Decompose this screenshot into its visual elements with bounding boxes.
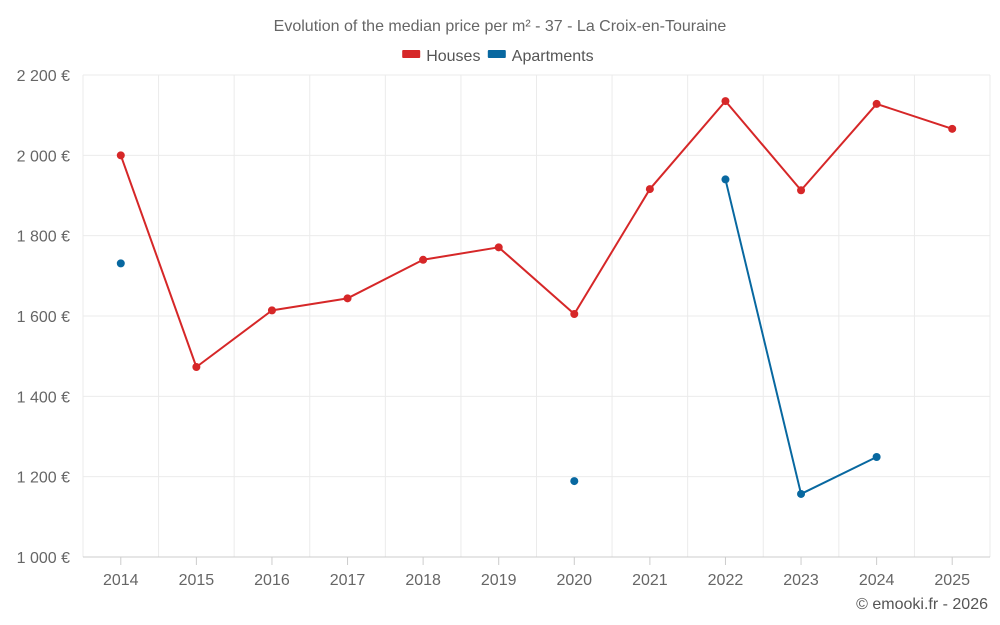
x-tick-label: 2017	[330, 572, 366, 589]
legend: Houses Apartments	[402, 48, 594, 65]
data-point[interactable]	[645, 185, 654, 194]
data-point[interactable]	[570, 309, 579, 318]
data-point[interactable]	[948, 124, 957, 133]
data-point[interactable]	[192, 363, 201, 372]
data-point[interactable]	[343, 294, 352, 303]
series-line-segment	[648, 100, 727, 191]
legend-swatch	[402, 50, 421, 58]
series-line-segment	[724, 178, 803, 495]
x-tick-label: 2020	[556, 572, 592, 589]
y-tick-label: 1 200 €	[17, 470, 70, 487]
axes: 1 000 € 1 200 € 1 400 € 1 600 € 1 800 € 2 000…	[17, 68, 990, 589]
legend-item-apartments[interactable]: Apartments	[487, 48, 594, 65]
legend-label: Apartments	[512, 48, 594, 65]
x-tick-label: 2018	[405, 572, 441, 589]
data-point[interactable]	[872, 99, 881, 108]
data-point[interactable]	[116, 151, 125, 160]
x-tick-label: 2021	[632, 572, 668, 589]
data-point[interactable]	[419, 255, 428, 264]
data-point[interactable]	[494, 243, 503, 252]
chart-title: Evolution of the median price per m² - 3…	[274, 18, 727, 35]
y-tick-label: 1 000 €	[17, 550, 70, 567]
series-apartments	[116, 175, 881, 498]
legend-swatch	[487, 50, 506, 58]
x-tick-label: 2019	[481, 572, 517, 589]
x-tick-label: 2014	[103, 572, 139, 589]
series-layer	[116, 97, 957, 498]
data-point[interactable]	[570, 477, 579, 486]
x-tick-label: 2025	[934, 572, 970, 589]
data-point[interactable]	[797, 186, 806, 195]
y-tick-label: 2 200 €	[17, 68, 70, 85]
x-tick-label: 2024	[859, 572, 895, 589]
y-tick-label: 1 400 €	[17, 389, 70, 406]
legend-item-houses[interactable]: Houses	[402, 48, 480, 65]
series-houses	[116, 97, 957, 372]
series-line-segment	[346, 258, 425, 300]
data-point[interactable]	[116, 259, 125, 268]
grid	[82, 74, 991, 557]
series-line-segment	[800, 455, 878, 495]
x-tick-label: 2015	[179, 572, 215, 589]
data-point[interactable]	[797, 489, 806, 498]
series-line-segment	[195, 309, 273, 369]
series-line-segment	[270, 297, 349, 312]
x-tick-label: 2022	[708, 572, 744, 589]
series-line-segment	[422, 246, 500, 261]
data-point[interactable]	[872, 452, 881, 461]
series-line-segment	[573, 188, 651, 315]
data-point[interactable]	[267, 306, 276, 315]
series-line-segment	[497, 246, 576, 315]
y-tick-label: 2 000 €	[17, 148, 70, 165]
data-point[interactable]	[721, 97, 730, 106]
x-tick-label: 2023	[783, 572, 819, 589]
data-point[interactable]	[721, 175, 730, 184]
legend-label: Houses	[426, 48, 480, 65]
series-line-segment	[724, 100, 803, 192]
series-line-segment	[800, 102, 878, 192]
series-line-segment	[875, 102, 954, 130]
x-tick-label: 2016	[254, 572, 290, 589]
y-tick-label: 1 800 €	[17, 229, 70, 246]
y-tick-label: 1 600 €	[17, 309, 70, 326]
credit-text: © emooki.fr - 2026	[856, 596, 988, 613]
series-line-segment	[119, 154, 198, 369]
